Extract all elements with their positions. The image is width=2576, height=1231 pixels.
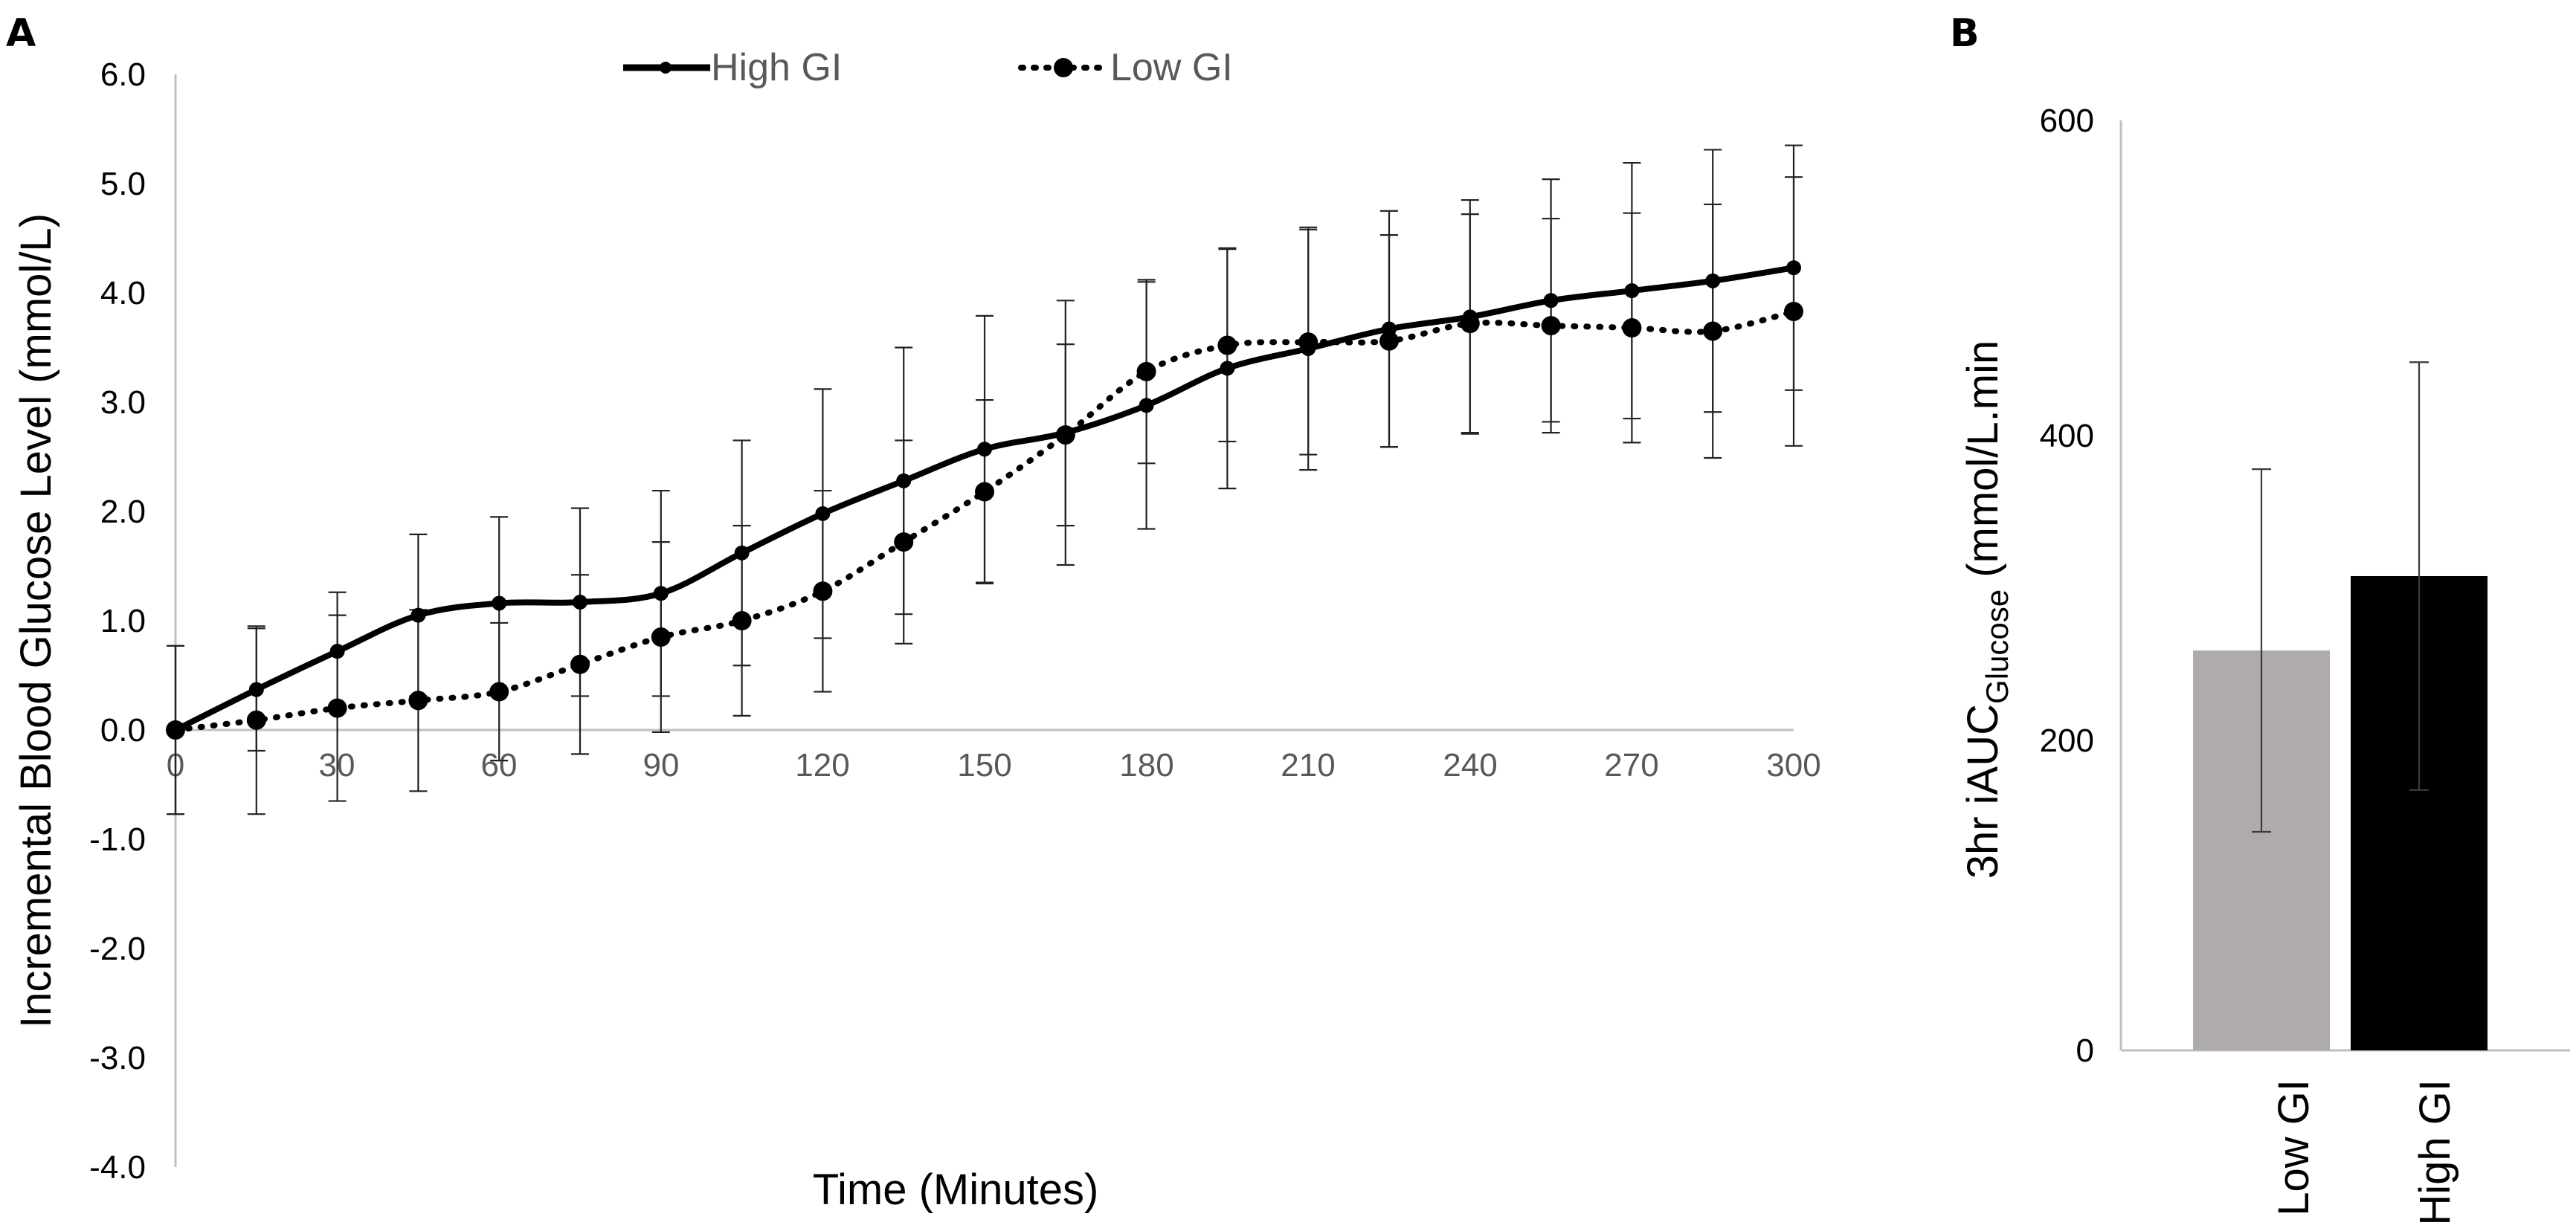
- y-tick-label: -3.0: [89, 1040, 146, 1076]
- x-tick-label: 240: [1443, 747, 1497, 783]
- b-y-axis-title: 3hr iAUCGlucose (mmol/L.min: [1959, 340, 2015, 879]
- b-y-tick-labels: 600 400 200 0: [2040, 103, 2094, 1069]
- y-tick-label: 2.0: [100, 494, 146, 530]
- data-point-low-gi: [1622, 318, 1642, 338]
- y-tick-label: 6.0: [100, 56, 146, 93]
- data-point-low-gi: [1136, 361, 1156, 381]
- data-point-high-gi: [653, 586, 669, 601]
- panel-a-letter: A: [6, 11, 36, 56]
- b-y-axis-title-sub: Glucose: [1980, 589, 2015, 704]
- data-point-high-gi: [1139, 398, 1154, 413]
- series-line-low-gi: [173, 308, 1797, 733]
- b-error-bars: [2252, 361, 2429, 833]
- panel-b-letter: B: [1950, 11, 1980, 56]
- data-point-high-gi: [1705, 273, 1721, 288]
- panel-b: B 600 400 200 0 Low GI High GI 3hr iAUCG…: [1950, 11, 2570, 1226]
- y-tick-label: 1.0: [100, 603, 146, 639]
- data-point-high-gi: [1624, 283, 1640, 299]
- data-point-low-gi: [1379, 331, 1399, 351]
- data-point-high-gi: [1220, 361, 1235, 376]
- x-tick-label: 210: [1281, 747, 1335, 783]
- data-point-high-gi: [734, 545, 750, 560]
- y-tick-label: -4.0: [89, 1149, 146, 1186]
- data-point-low-gi: [570, 654, 590, 674]
- data-point-low-gi: [1541, 316, 1561, 336]
- error-bars: [167, 144, 1803, 815]
- x-tick-labels: 0 30 60 90 120 150 180 210 240 270 300: [167, 747, 1821, 783]
- y-tick-labels: 6.0 5.0 4.0 3.0 2.0 1.0 0.0 -1.0 -2.0 -3…: [89, 56, 146, 1186]
- y-tick-label: 3.0: [100, 384, 146, 421]
- b-category-label: Low GI: [2270, 1079, 2318, 1216]
- data-point-low-gi: [1460, 314, 1480, 334]
- legend-high-gi-marker: [660, 62, 672, 74]
- data-point-high-gi: [815, 505, 831, 521]
- b-y-tick-label: 600: [2040, 103, 2094, 139]
- data-point-low-gi: [246, 710, 266, 730]
- x-tick-label: 150: [957, 747, 1011, 783]
- legend-low-gi-marker: [1054, 58, 1073, 77]
- y-axis-title: Incremental Blood Glucose Level (mmol/L): [12, 213, 60, 1028]
- b-y-axis-title-main: 3hr iAUC: [1959, 704, 2007, 879]
- b-category-label: High GI: [2411, 1079, 2459, 1226]
- y-tick-label: -1.0: [89, 821, 146, 858]
- x-tick-label: 270: [1604, 747, 1658, 783]
- data-point-low-gi: [327, 698, 347, 718]
- x-axis-title: Time (Minutes): [813, 1166, 1099, 1214]
- data-point-low-gi: [1298, 332, 1318, 352]
- series-points: [166, 260, 1803, 740]
- legend-high-gi-label: High GI: [711, 46, 842, 89]
- data-point-low-gi: [1784, 301, 1803, 321]
- legend: High GI Low GI: [623, 46, 1233, 89]
- data-point-high-gi: [977, 442, 992, 457]
- data-point-high-gi: [248, 682, 264, 697]
- x-tick-label: 300: [1766, 747, 1820, 783]
- data-point-low-gi: [489, 682, 509, 702]
- data-point-high-gi: [896, 473, 912, 488]
- data-point-low-gi: [1703, 321, 1723, 341]
- data-point-high-gi: [329, 644, 345, 659]
- b-bars: [2193, 575, 2488, 1050]
- data-point-low-gi: [732, 611, 752, 630]
- b-y-tick-label: 0: [2076, 1033, 2094, 1069]
- x-tick-label: 90: [643, 747, 680, 783]
- data-point-high-gi: [492, 595, 507, 611]
- data-point-low-gi: [166, 720, 185, 740]
- data-point-high-gi: [1786, 260, 1801, 276]
- data-point-low-gi: [894, 532, 914, 552]
- x-tick-label: 180: [1119, 747, 1173, 783]
- y-tick-label: 5.0: [100, 166, 146, 202]
- data-point-high-gi: [1543, 293, 1559, 308]
- b-y-axis-title-tail: (mmol/L.min: [1959, 340, 2007, 589]
- b-y-tick-label: 400: [2040, 418, 2094, 454]
- legend-low-gi-label: Low GI: [1110, 46, 1233, 89]
- data-point-low-gi: [1217, 335, 1237, 355]
- panel-a: A High GI Low GI 6.0 5.0 4.0 3.0 2.0 1.0…: [6, 11, 1821, 1214]
- data-point-low-gi: [1055, 425, 1075, 445]
- y-tick-label: 4.0: [100, 275, 146, 311]
- b-y-tick-label: 200: [2040, 723, 2094, 759]
- data-point-low-gi: [408, 691, 428, 711]
- y-tick-label: -2.0: [89, 931, 146, 967]
- data-point-high-gi: [573, 595, 587, 610]
- data-point-low-gi: [813, 581, 833, 601]
- data-point-low-gi: [975, 482, 994, 502]
- data-point-low-gi: [651, 627, 671, 647]
- x-tick-label: 120: [795, 747, 849, 783]
- data-point-high-gi: [410, 607, 426, 623]
- y-tick-label: 0.0: [100, 712, 146, 749]
